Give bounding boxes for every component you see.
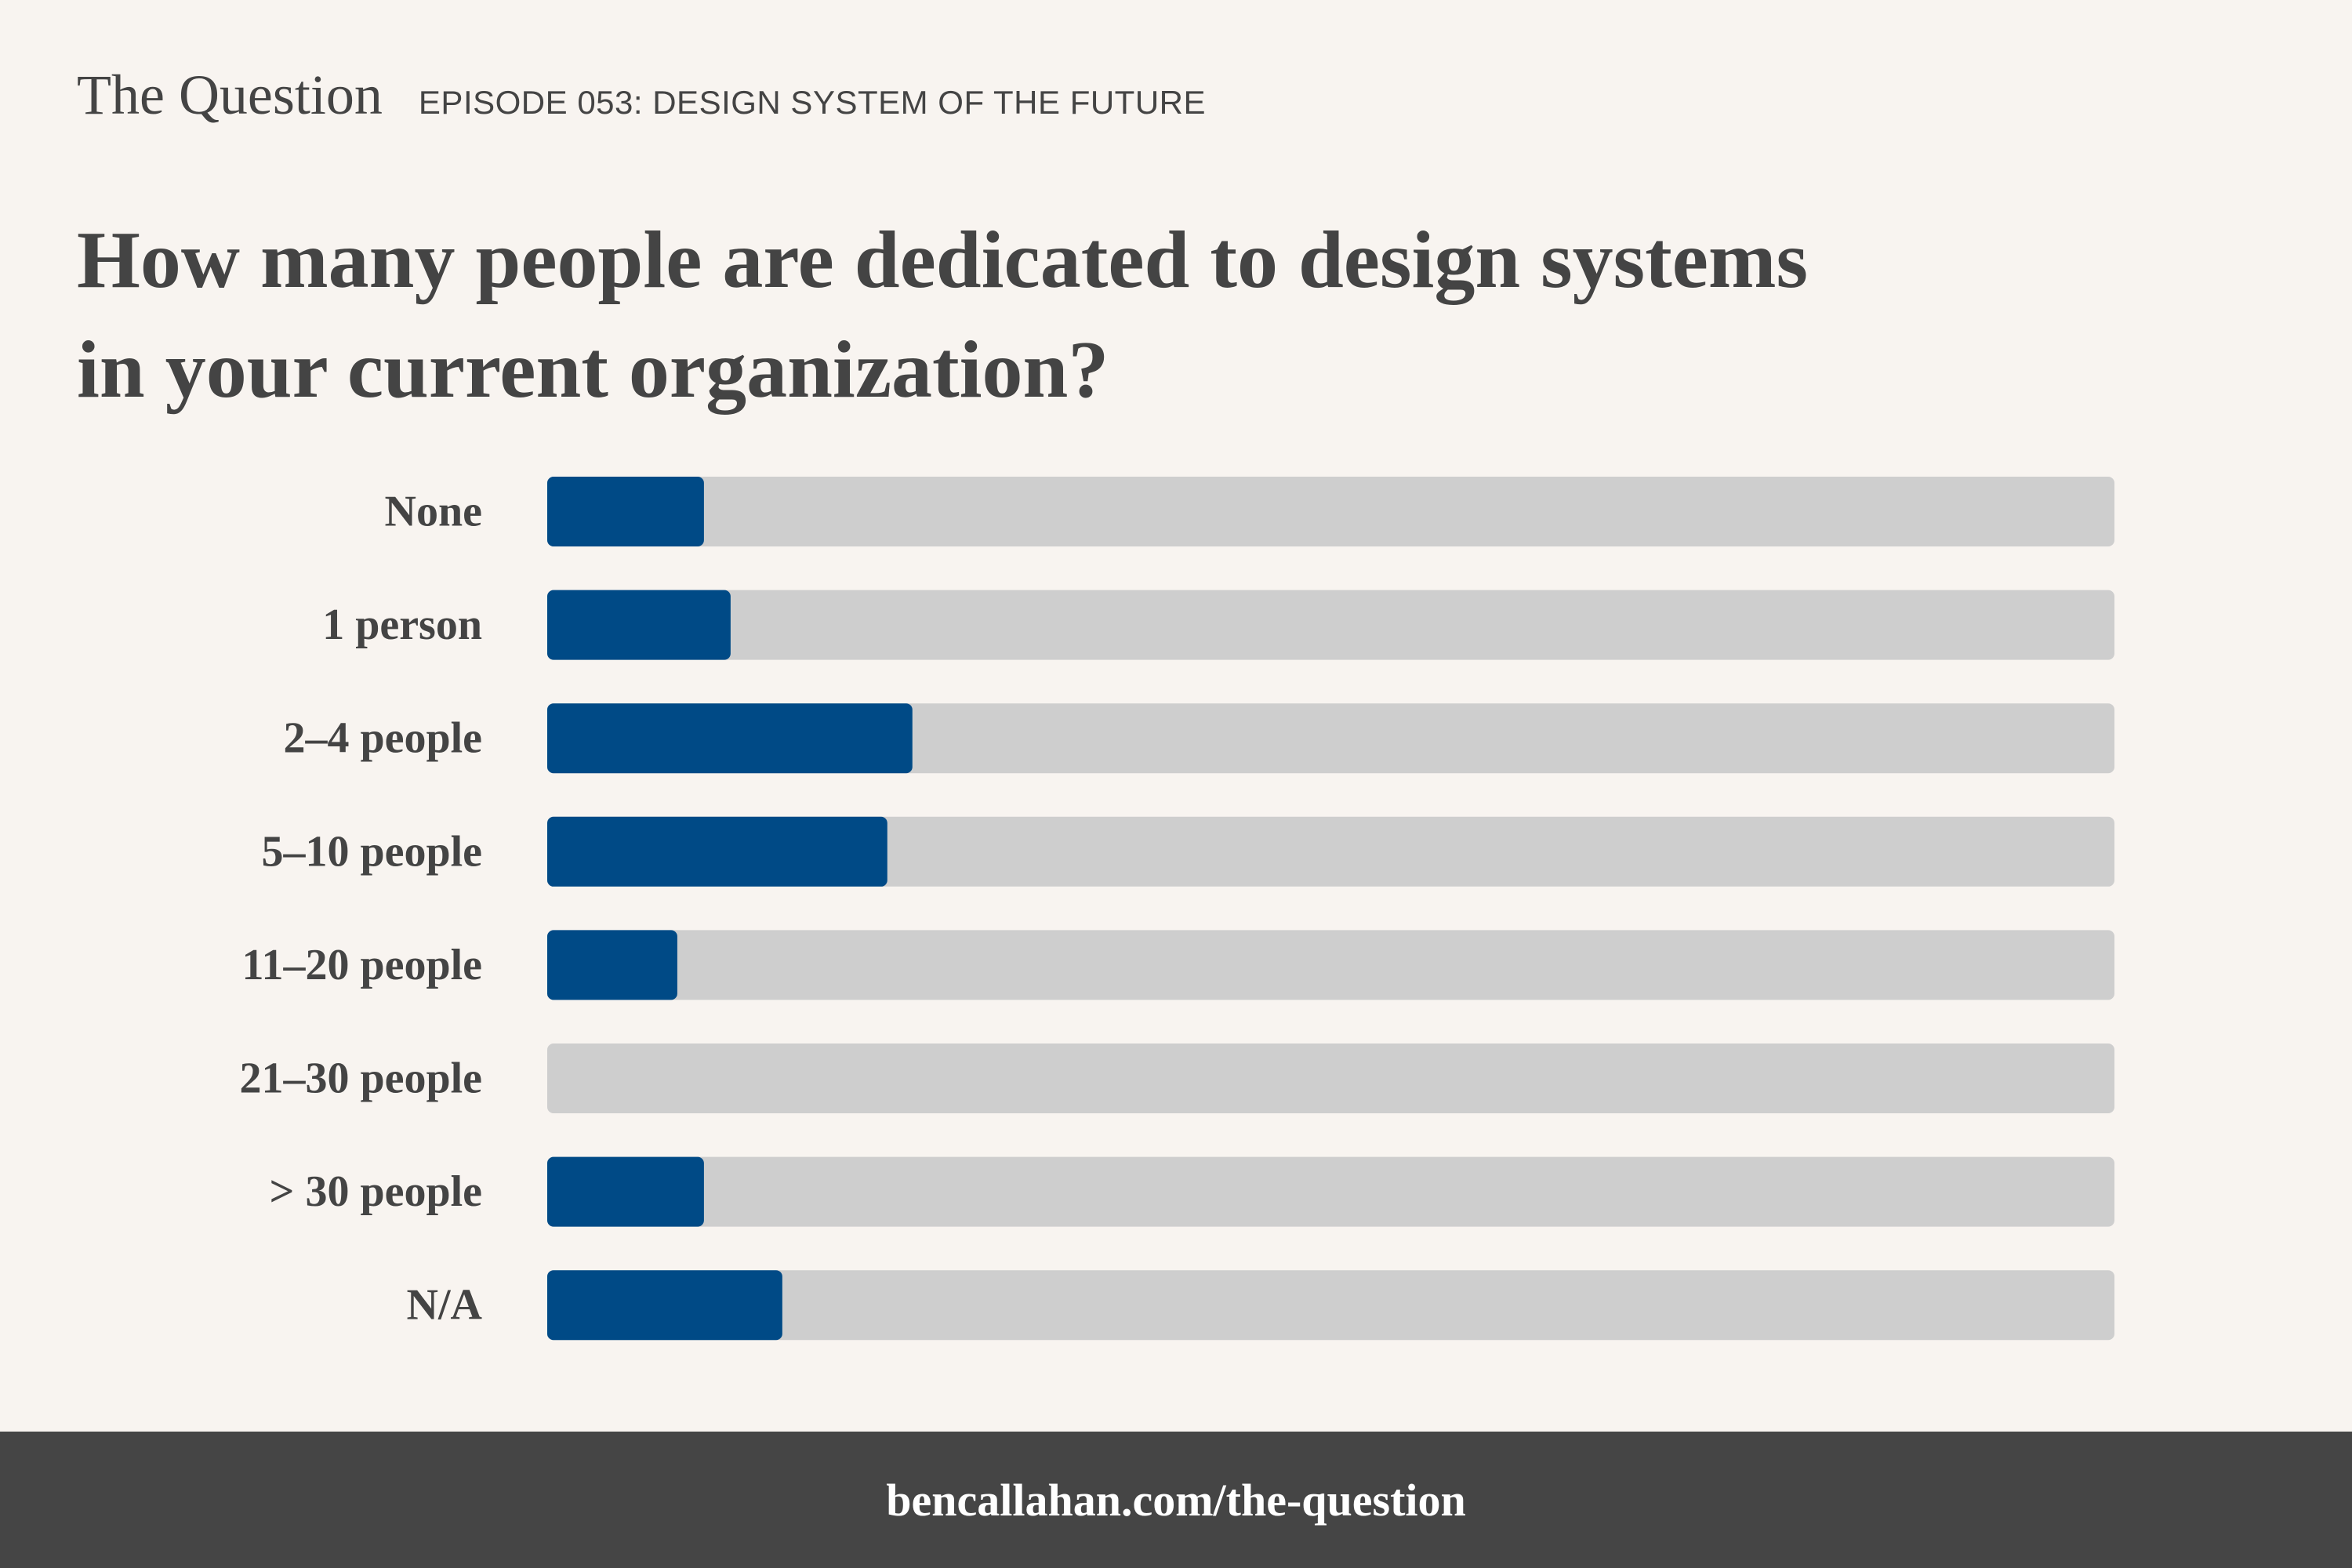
bar-n-a bbox=[547, 1270, 782, 1341]
bar-track-21-30-people bbox=[547, 1044, 2114, 1113]
bar-track-2-4-people bbox=[547, 703, 2114, 774]
header: The Question EPISODE 053: DESIGN SYSTEM … bbox=[77, 63, 1206, 141]
footer-link[interactable]: bencallahan.com/the-question bbox=[886, 1474, 1466, 1526]
category-label-30-people: > 30 people bbox=[270, 1167, 482, 1216]
category-label-n-a: N/A bbox=[407, 1281, 483, 1330]
category-label-2-4-people: 2–4 people bbox=[283, 714, 482, 763]
bar-5-10-people bbox=[547, 816, 887, 887]
bar-track-5-10-people bbox=[547, 816, 2114, 887]
question-line-2: in your current organization? bbox=[77, 325, 1109, 415]
category-label-5-10-people: 5–10 people bbox=[261, 827, 482, 876]
question-line-1: How many people are dedicated to design … bbox=[77, 215, 1809, 305]
bar-track-n-a bbox=[547, 1270, 2114, 1341]
category-label-none: None bbox=[385, 488, 482, 536]
bar-none bbox=[547, 477, 704, 546]
category-label-21-30-people: 21–30 people bbox=[239, 1054, 482, 1103]
bar-1-person bbox=[547, 590, 731, 660]
category-label-1-person: 1 person bbox=[322, 601, 482, 649]
bar-track-11-20-people bbox=[547, 930, 2114, 1000]
category-label-11-20-people: 11–20 people bbox=[242, 941, 482, 989]
footer: bencallahan.com/the-question bbox=[0, 1432, 2352, 1568]
question-title: How many people are dedicated to design … bbox=[77, 205, 2194, 425]
bar-2-4-people bbox=[547, 703, 913, 774]
episode-label: EPISODE 053: DESIGN SYSTEM OF THE FUTURE bbox=[418, 84, 1207, 121]
bar-track-30-people bbox=[547, 1156, 2114, 1227]
brand-title: The Question bbox=[77, 64, 383, 126]
bar-30-people bbox=[547, 1156, 704, 1227]
bar-track-none bbox=[547, 477, 2114, 546]
bar-11-20-people bbox=[547, 930, 677, 1000]
bar-track-1-person bbox=[547, 590, 2114, 660]
